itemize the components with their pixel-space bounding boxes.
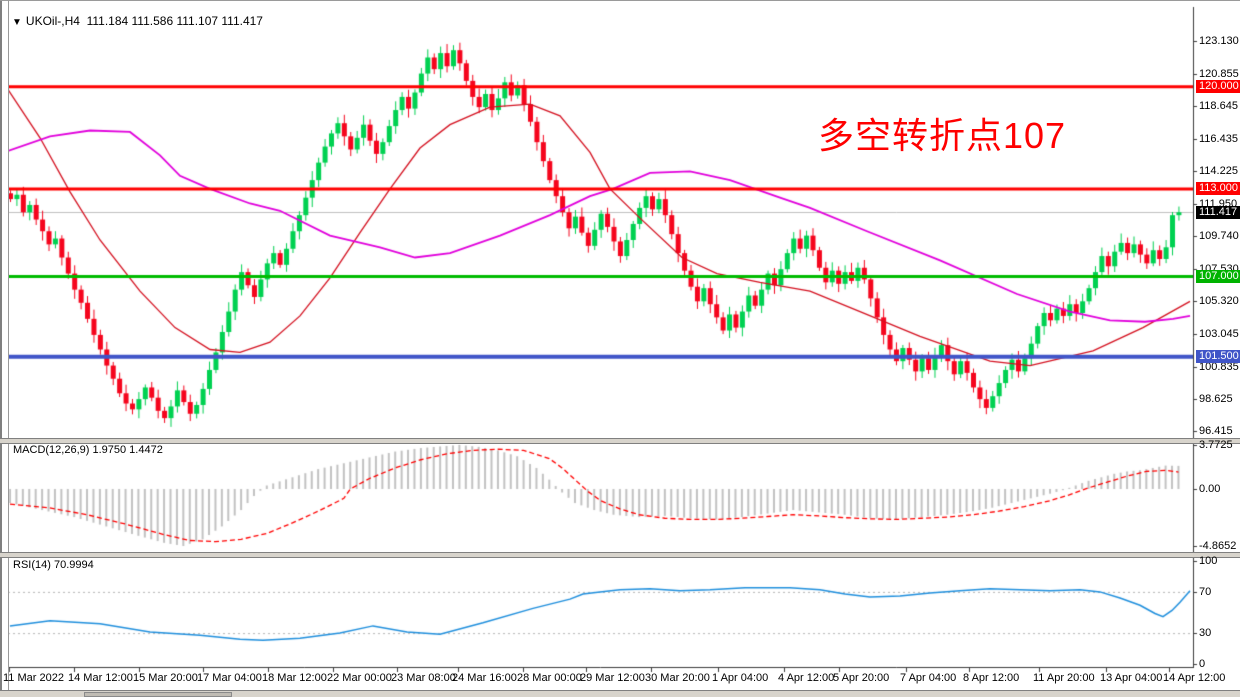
rsi-axis-label: 100	[1199, 555, 1218, 567]
price-axis-label: 116.435	[1199, 132, 1238, 145]
price-axis-label: 100.835	[1199, 360, 1239, 373]
time-axis-label: 13 Apr 04:00	[1100, 672, 1163, 684]
price-axis-label: 114.225	[1199, 165, 1238, 177]
time-axis-label: 28 Mar 00:00	[517, 672, 582, 684]
horizontal-scrollbar[interactable]	[0, 690, 1240, 697]
chart-annotation-text: 多空转折点107	[818, 115, 1067, 156]
time-axis-label: 11 Apr 20:00	[1033, 672, 1095, 684]
panel-separator-macd[interactable]	[0, 438, 1240, 444]
symbol-name: UKOil-,H4	[25, 14, 80, 28]
macd-axis-label: 3.7725	[1199, 438, 1233, 451]
price-axis-label: 118.645	[1199, 100, 1238, 113]
price-axis-label: 98.625	[1199, 392, 1233, 405]
time-axis-label: 29 Mar 12:00	[580, 672, 645, 684]
time-axis-label: 17 Mar 04:00	[197, 672, 262, 684]
time-axis-label: 24 Mar 16:00	[452, 672, 517, 684]
price-axis-label: 96.415	[1199, 425, 1233, 438]
ohlc-quotes: 111.184 111.586 111.107 111.417	[86, 14, 263, 28]
price-level-badge: 113.000	[1196, 182, 1240, 196]
price-axis-label: 123.130	[1199, 35, 1239, 47]
panel-separator-rsi[interactable]	[0, 552, 1240, 558]
rsi-indicator-label: RSI(14) 70.9994	[13, 559, 94, 571]
macd-axis-label: 0.00	[1199, 483, 1221, 495]
macd-indicator-label: MACD(12,26,9) 1.9750 1.4472	[13, 444, 163, 456]
time-axis-label: 18 Mar 12:00	[262, 672, 327, 684]
time-axis-label: 5 Apr 20:00	[833, 672, 890, 684]
price-level-badge: 101.500	[1196, 350, 1240, 364]
window-left-edge	[0, 1, 9, 691]
scrollbar-thumb[interactable]	[84, 692, 232, 697]
time-axis-label: 8 Apr 12:00	[963, 672, 1020, 684]
macd-axis-label: -4.8652	[1199, 539, 1237, 552]
price-axis-label: 109.740	[1199, 230, 1239, 243]
time-axis-label: 23 Mar 08:00	[391, 672, 456, 684]
price-axis-label: 103.045	[1199, 328, 1239, 341]
rsi-axis-label: 30	[1199, 627, 1212, 640]
price-level-badge: 107.000	[1196, 269, 1240, 283]
time-axis-label: 22 Mar 00:00	[327, 672, 392, 684]
time-axis-label: 30 Mar 20:00	[645, 672, 710, 684]
price-level-badge: 120.000	[1196, 80, 1240, 94]
time-axis-label: 15 Mar 20:00	[133, 672, 198, 684]
chevron-down-icon[interactable]: ▼	[12, 17, 22, 28]
time-axis-label: 14 Apr 12:00	[1163, 672, 1226, 684]
price-axis-label: 105.320	[1199, 295, 1239, 308]
rsi-axis-label: 70	[1199, 585, 1212, 598]
time-axis-label: 1 Apr 04:00	[712, 672, 769, 684]
rsi-axis-label: 0	[1199, 658, 1206, 670]
symbol-info-bar: ▼ UKOil-,H4 111.184 111.586 111.107 111.4…	[12, 14, 263, 28]
price-axis-label: 120.855	[1199, 68, 1239, 81]
time-axis-label: 4 Apr 12:00	[778, 672, 835, 684]
time-axis-label: 14 Mar 12:00	[68, 672, 133, 684]
time-axis-label: 7 Apr 04:00	[900, 672, 957, 684]
time-axis-label: 11 Mar 2022	[3, 672, 64, 684]
price-level-badge: 111.417	[1196, 205, 1240, 219]
